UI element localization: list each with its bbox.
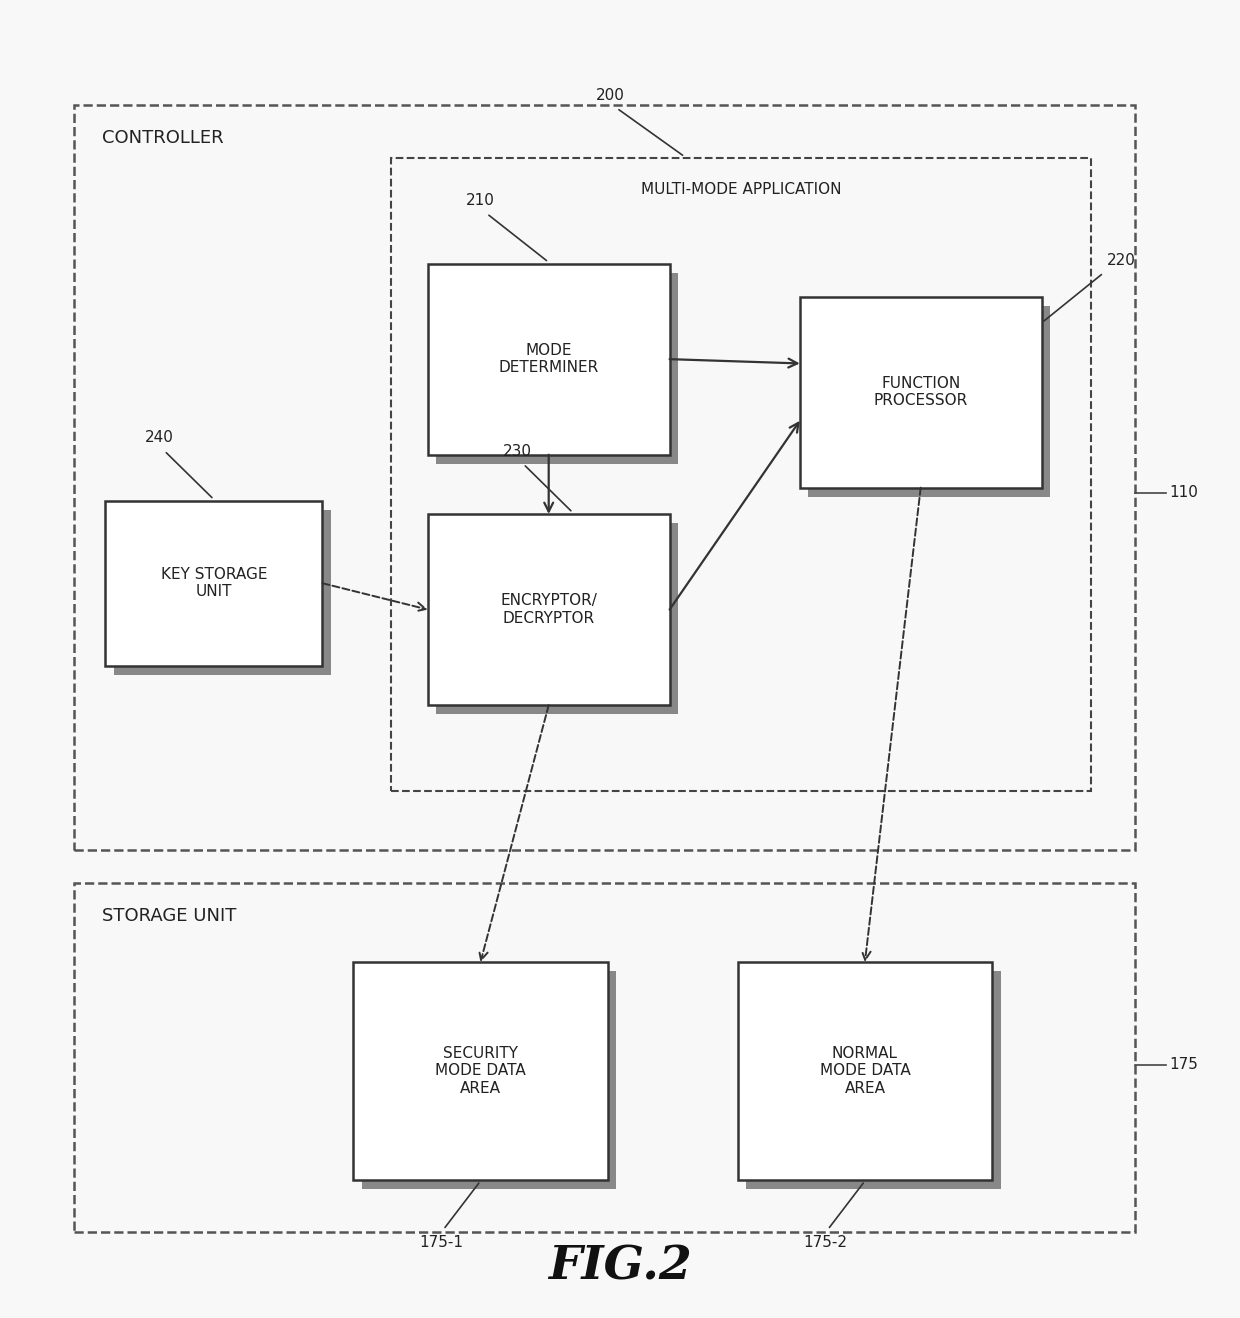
Text: 175-2: 175-2 xyxy=(804,1235,847,1249)
Bar xyxy=(428,264,670,455)
Text: MODE
DETERMINER: MODE DETERMINER xyxy=(498,343,599,376)
Bar xyxy=(808,306,1050,497)
Text: KEY STORAGE
UNIT: KEY STORAGE UNIT xyxy=(161,567,267,600)
Text: STORAGE UNIT: STORAGE UNIT xyxy=(102,907,236,925)
Bar xyxy=(436,273,678,464)
Text: 175-1: 175-1 xyxy=(419,1235,463,1249)
Text: 175: 175 xyxy=(1169,1057,1198,1072)
Bar xyxy=(74,883,1135,1232)
Text: FUNCTION
PROCESSOR: FUNCTION PROCESSOR xyxy=(873,376,968,409)
Bar xyxy=(105,501,322,666)
Bar xyxy=(353,962,608,1180)
Bar xyxy=(800,297,1042,488)
Text: 210: 210 xyxy=(466,194,495,208)
Bar xyxy=(74,105,1135,850)
Text: 200: 200 xyxy=(596,88,625,103)
Text: MULTI-MODE APPLICATION: MULTI-MODE APPLICATION xyxy=(641,182,841,196)
Text: SECURITY
MODE DATA
AREA: SECURITY MODE DATA AREA xyxy=(435,1046,526,1095)
Text: NORMAL
MODE DATA
AREA: NORMAL MODE DATA AREA xyxy=(820,1046,910,1095)
Text: 220: 220 xyxy=(1107,253,1136,268)
Text: 230: 230 xyxy=(502,444,532,459)
Bar xyxy=(362,971,616,1189)
Bar xyxy=(391,158,1091,791)
Bar xyxy=(436,523,678,714)
Bar xyxy=(428,514,670,705)
Text: FIG.2: FIG.2 xyxy=(548,1243,692,1289)
Bar xyxy=(738,962,992,1180)
Bar xyxy=(746,971,1001,1189)
Text: 110: 110 xyxy=(1169,485,1198,500)
Bar xyxy=(114,510,331,675)
Text: ENCRYPTOR/
DECRYPTOR: ENCRYPTOR/ DECRYPTOR xyxy=(500,593,598,626)
Text: 240: 240 xyxy=(145,431,174,445)
Text: CONTROLLER: CONTROLLER xyxy=(102,129,223,148)
